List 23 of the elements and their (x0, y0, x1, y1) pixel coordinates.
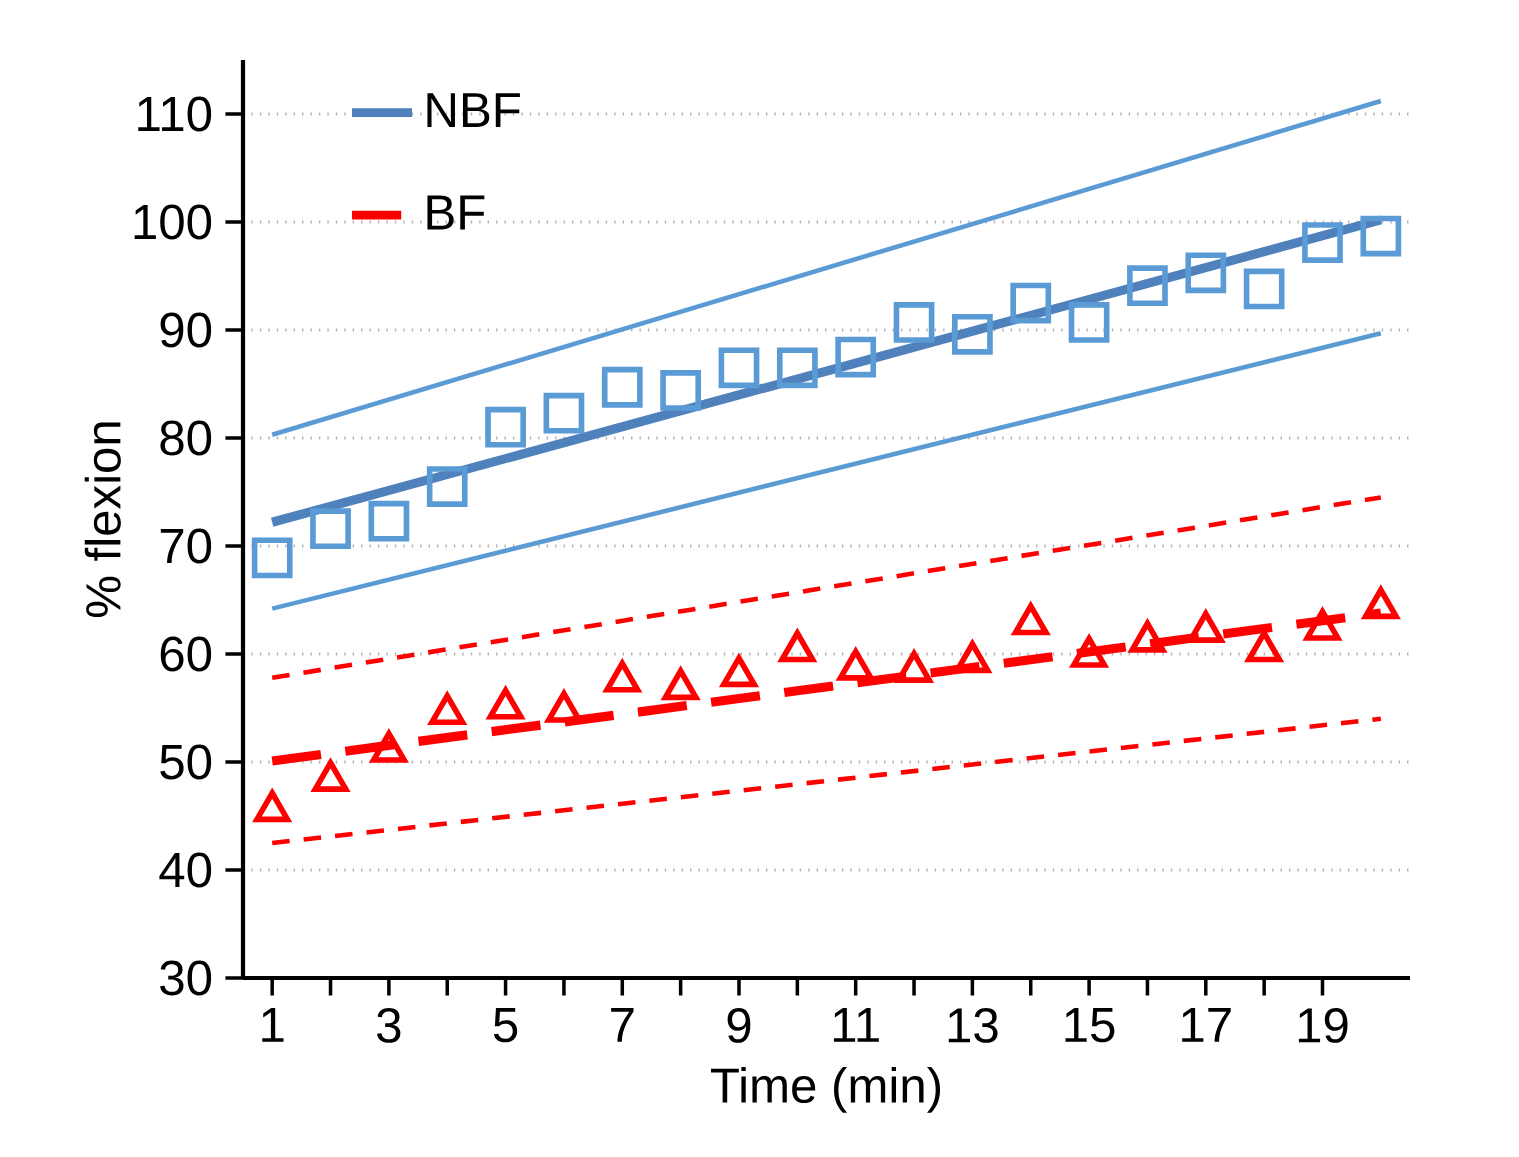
x-tick-label: 11 (833, 1008, 879, 1042)
x-axis-title: Time (min) (710, 1066, 941, 1113)
x-tick-label: 15 (1065, 1008, 1115, 1043)
y-tick-label: 30 (160, 960, 212, 996)
x-tick-label: 5 (493, 1008, 518, 1043)
y-tick-label: 50 (160, 744, 212, 780)
x-tick-label: 9 (727, 1007, 751, 1043)
legend-label: BF (427, 195, 485, 230)
x-tick-label: 1 (262, 1008, 284, 1042)
legend-label: NBF (427, 93, 520, 127)
y-tick-label: 80 (160, 420, 212, 456)
y-axis-title: % flexion (84, 422, 121, 618)
y-tick-label: 100 (134, 204, 212, 240)
x-tick-label: 7 (611, 1008, 634, 1042)
x-tick-label: 3 (377, 1007, 401, 1043)
x-tick-label: 13 (948, 1007, 998, 1043)
y-tick-label: 110 (138, 96, 212, 132)
y-tick-label: 60 (160, 636, 212, 672)
y-tick-label: 70 (160, 528, 212, 564)
y-tick-label: 90 (160, 312, 212, 348)
y-tick-label: 40 (159, 852, 212, 888)
x-tick-label: 17 (1182, 1008, 1231, 1042)
x-tick-label: 19 (1298, 1007, 1348, 1043)
